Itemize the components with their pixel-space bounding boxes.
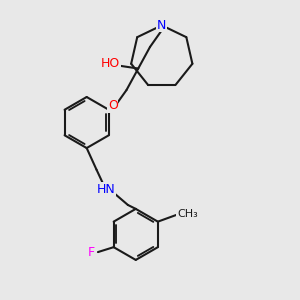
Text: HO: HO — [101, 57, 120, 70]
Text: O: O — [108, 99, 118, 112]
Text: CH₃: CH₃ — [177, 209, 198, 219]
Text: N: N — [157, 19, 167, 32]
Text: HN: HN — [97, 183, 116, 196]
Text: F: F — [88, 246, 94, 259]
